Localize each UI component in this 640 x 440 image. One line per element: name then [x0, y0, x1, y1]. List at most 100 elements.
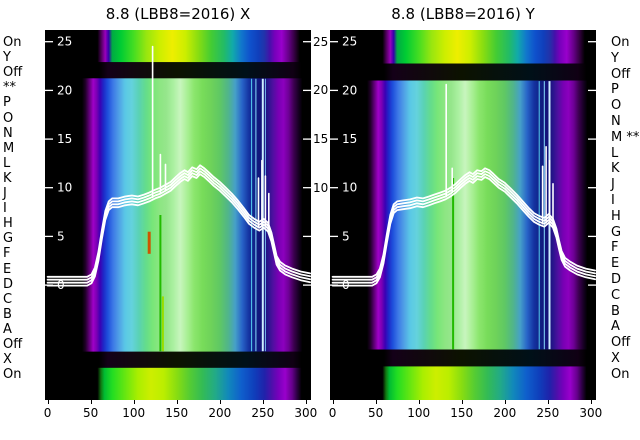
row-label-left: F — [3, 246, 11, 262]
x-tick-mark — [133, 400, 135, 404]
heatmap-svg: 0 5 10 15 20 25 — [45, 30, 312, 400]
x-tick-label: 150 — [165, 406, 189, 420]
row-label-left: O — [3, 110, 14, 126]
row-label-left: P — [3, 95, 11, 111]
heatmap-panel-y: 0 5 10 15 20 25 — [330, 30, 597, 400]
y-tick-label: 5 — [57, 229, 65, 243]
row-label-right: X — [611, 351, 620, 366]
row-label-left: X — [3, 352, 12, 368]
y-tick-label: 15 — [57, 132, 72, 146]
x-tick-label: 150 — [450, 406, 474, 420]
x-tick-label: 100 — [122, 406, 146, 420]
row-label-left: Off — [3, 65, 23, 81]
row-label-left: L — [3, 155, 11, 171]
row-label-right: L — [611, 145, 619, 161]
x-tick-mark — [332, 400, 334, 404]
y-tick-label: 5 — [342, 229, 350, 243]
row-label-right: Y — [611, 50, 619, 66]
x-tick-mark — [176, 400, 178, 404]
heatmap-band-gap-top — [330, 63, 596, 81]
row-label-right: B — [611, 303, 620, 319]
x-tick-label: 250 — [251, 406, 275, 420]
row-label-left: K — [3, 170, 12, 186]
x-tick-mark — [375, 400, 377, 404]
signal-trace — [46, 170, 312, 284]
x-tick-mark — [590, 400, 592, 404]
row-label-right: A — [611, 319, 620, 335]
row-label-right: Off — [611, 66, 631, 82]
row-label-left: E — [3, 261, 12, 277]
row-label-left: A — [3, 321, 12, 337]
y-tick-label: 0 — [57, 278, 65, 292]
row-label-right: On — [611, 35, 630, 50]
signal-trace — [331, 176, 597, 287]
x-tick-mark — [90, 400, 92, 404]
gutter-tick-label: 10 — [313, 180, 329, 195]
heatmap-band-gap-bottom — [330, 349, 596, 367]
row-label-left: On — [3, 367, 22, 383]
row-label-right: K — [611, 161, 620, 177]
x-tick-label: 0 — [43, 406, 52, 420]
heatmap-band-gap-top — [45, 62, 311, 79]
row-label-left: B — [3, 306, 12, 322]
row-label-right: J — [611, 177, 615, 193]
row-label-right: G — [611, 224, 622, 240]
heatmap-band-main — [45, 78, 311, 352]
row-label-right: F — [611, 240, 619, 256]
row-label-left: G — [3, 231, 14, 247]
signal-trace — [46, 173, 312, 287]
x-tick-mark — [262, 400, 264, 404]
row-label-right: P — [611, 82, 619, 98]
y-tick-label: 25 — [342, 35, 357, 49]
row-label-left: I — [3, 201, 7, 217]
x-tick-label: 200 — [493, 406, 517, 420]
heatmap-svg: 0 5 10 15 20 25 — [330, 30, 597, 400]
panel-x-title: 8.8 (LBB8=2016) X — [105, 5, 251, 23]
x-tick-label: 300 — [294, 406, 318, 420]
heatmap-band-strip-top — [330, 30, 596, 64]
x-tick-mark — [504, 400, 506, 404]
y-tick-label: 20 — [57, 83, 72, 97]
row-label-right: D — [611, 272, 622, 287]
y-tick-label: 10 — [57, 181, 72, 195]
row-label-left: On — [3, 35, 22, 50]
x-tick-label: 200 — [208, 406, 232, 420]
row-label-right: N — [611, 114, 621, 129]
row-label-right: M ** — [611, 129, 640, 145]
row-label-left: Off — [3, 337, 23, 352]
heatmap-band-strip-bottom — [330, 366, 596, 400]
x-tick-mark — [547, 400, 549, 404]
heatmap-band-main — [330, 80, 596, 350]
signal-trace — [331, 167, 597, 278]
row-label-right: Off — [611, 335, 631, 351]
gutter-tick-label: 15 — [313, 132, 329, 147]
row-label-left: ** — [3, 80, 16, 96]
heatmap-band-strip-top — [45, 30, 311, 63]
heatmap-panel-x: 0 5 10 15 20 25 — [45, 30, 312, 400]
x-tick-mark — [418, 400, 420, 404]
row-label-right: H — [611, 208, 621, 224]
y-tick-label: 0 — [342, 278, 350, 292]
heatmap-band-gap-bottom — [45, 351, 311, 368]
gutter-tick-label: 25 — [313, 34, 329, 49]
x-tick-label: 300 — [579, 406, 603, 420]
x-tick-mark — [305, 400, 307, 404]
row-label-left: N — [3, 125, 13, 141]
row-label-left: C — [3, 291, 13, 307]
heatmap-band-strip-bottom — [45, 367, 311, 400]
row-label-right: I — [611, 193, 615, 208]
signal-trace — [331, 173, 597, 284]
signal-trace — [331, 170, 597, 281]
x-tick-mark — [47, 400, 49, 404]
row-label-left: M — [3, 140, 15, 156]
row-label-left: H — [3, 216, 13, 232]
row-label-left: Y — [3, 50, 11, 66]
y-tick-label: 25 — [57, 35, 72, 49]
x-tick-mark — [219, 400, 221, 404]
row-label-left: J — [3, 186, 7, 201]
row-label-right: E — [611, 256, 620, 272]
row-label-right: O — [611, 98, 622, 114]
row-label-right: On — [611, 366, 630, 382]
panel-y-title: 8.8 (LBB8=2016) Y — [391, 5, 535, 23]
